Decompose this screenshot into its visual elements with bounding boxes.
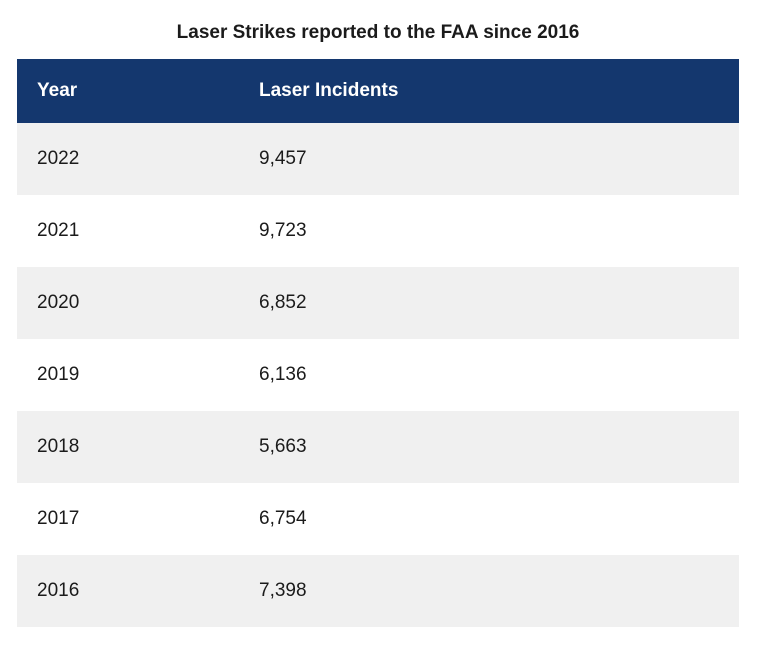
year-cell: 2021 (37, 220, 80, 241)
table-title: Laser Strikes reported to the FAA since … (176, 22, 580, 43)
incidents-cell: 6,136 (259, 364, 307, 385)
table-header-row: Year Laser Incidents (17, 59, 739, 123)
table-row: 2022 9,457 (17, 123, 739, 195)
table-row: 2018 5,663 (17, 411, 739, 483)
column-header-laser-incidents: Laser Incidents (259, 80, 399, 101)
table-row: 2016 7,398 (17, 555, 739, 627)
incidents-cell: 6,852 (259, 292, 307, 313)
table-row: 2019 6,136 (17, 339, 739, 411)
year-cell: 2017 (37, 508, 80, 529)
incidents-cell: 7,398 (259, 580, 307, 601)
year-cell: 2016 (37, 580, 80, 601)
year-cell: 2020 (37, 292, 80, 313)
column-header-year: Year (37, 80, 78, 101)
table-row: 2021 9,723 (17, 195, 739, 267)
incidents-cell: 5,663 (259, 436, 307, 457)
year-cell: 2018 (37, 436, 80, 457)
table-row: 2020 6,852 (17, 267, 739, 339)
incidents-cell: 9,723 (259, 220, 307, 241)
table-row: 2017 6,754 (17, 483, 739, 555)
year-cell: 2019 (37, 364, 80, 385)
year-cell: 2022 (37, 148, 80, 169)
incidents-cell: 9,457 (259, 148, 307, 169)
laser-strikes-table: Year Laser Incidents 2022 9,457 2021 9,7… (17, 59, 739, 627)
incidents-cell: 6,754 (259, 508, 307, 529)
